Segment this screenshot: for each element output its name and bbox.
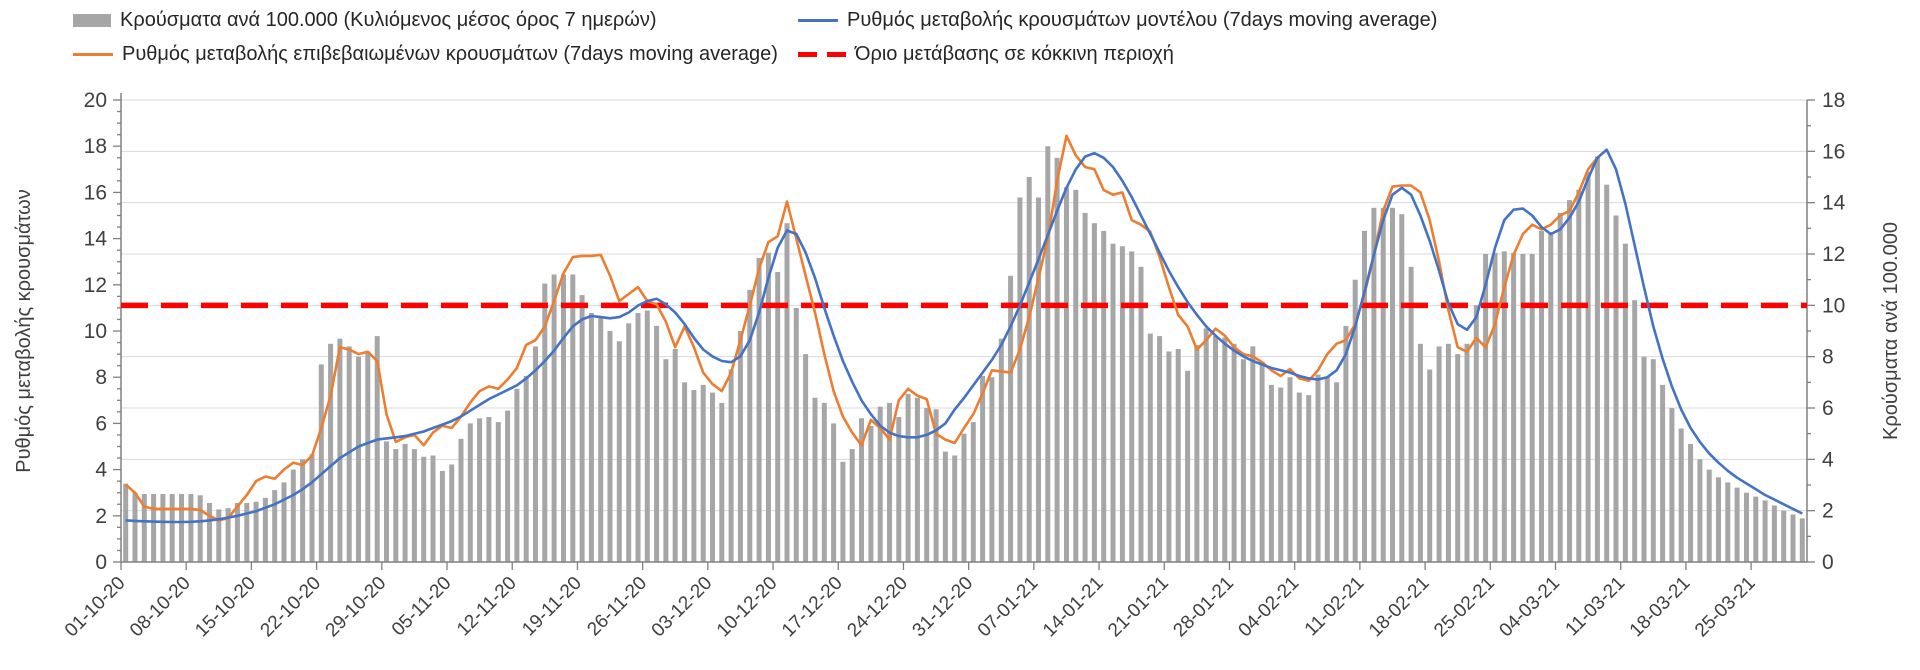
- svg-text:16: 16: [1822, 140, 1845, 163]
- bars-series-cases: [123, 146, 1805, 563]
- legend-label-model-rate: Ρυθμός μεταβολής κρουσμάτων μοντέλου (7d…: [847, 9, 1438, 31]
- svg-text:18-03-21: 18-03-21: [1626, 573, 1695, 642]
- right-axis-title: Κρούσματα ανά 100.000: [1880, 222, 1902, 440]
- svg-text:0: 0: [95, 551, 107, 574]
- svg-text:17-12-20: 17-12-20: [778, 573, 847, 642]
- svg-text:04-03-21: 04-03-21: [1495, 573, 1564, 642]
- svg-text:14: 14: [1822, 192, 1846, 215]
- legend-item-model-rate: Ρυθμός μεταβολής κρουσμάτων μοντέλου (7d…: [798, 9, 1437, 32]
- svg-text:15-10-20: 15-10-20: [191, 573, 260, 642]
- svg-text:05-11-20: 05-11-20: [388, 573, 456, 641]
- svg-text:04-02-21: 04-02-21: [1235, 573, 1304, 642]
- svg-text:0: 0: [1822, 551, 1834, 574]
- orange-line-icon: [73, 53, 113, 56]
- svg-text:26-11-20: 26-11-20: [583, 573, 651, 641]
- svg-text:18-02-21: 18-02-21: [1365, 573, 1434, 642]
- svg-text:4: 4: [1822, 448, 1834, 471]
- svg-text:22-10-20: 22-10-20: [257, 573, 326, 642]
- svg-text:08-10-20: 08-10-20: [126, 573, 195, 642]
- svg-text:12: 12: [84, 274, 107, 297]
- svg-text:31-12-20: 31-12-20: [909, 573, 978, 642]
- svg-text:11-02-21: 11-02-21: [1301, 573, 1369, 641]
- gray-bar-swatch-icon: [73, 14, 111, 27]
- svg-text:12: 12: [1822, 243, 1845, 266]
- blue-line-icon: [798, 19, 838, 22]
- svg-text:19-11-20: 19-11-20: [518, 573, 586, 641]
- svg-text:01-10-20: 01-10-20: [61, 573, 130, 642]
- svg-text:16: 16: [84, 181, 107, 204]
- svg-text:28-01-21: 28-01-21: [1169, 573, 1238, 642]
- legend-item-red-threshold: Όριο μετάβασης σε κόκκινη περιοχή: [798, 43, 1174, 66]
- svg-text:6: 6: [1822, 397, 1834, 420]
- legend-item-cases-bars: Κρούσματα ανά 100.000 (Κυλιόμενος μέσος …: [73, 9, 657, 32]
- svg-text:18: 18: [1822, 89, 1845, 112]
- svg-text:25-02-21: 25-02-21: [1430, 573, 1499, 642]
- svg-text:21-01-21: 21-01-21: [1104, 573, 1173, 642]
- svg-text:10: 10: [1822, 294, 1845, 317]
- line-series: [124, 134, 1803, 524]
- svg-text:10-12-20: 10-12-20: [713, 573, 782, 642]
- svg-text:14: 14: [84, 228, 108, 251]
- axes: [113, 93, 1815, 570]
- svg-text:18: 18: [84, 135, 107, 158]
- legend-label-cases-bars: Κρούσματα ανά 100.000 (Κυλιόμενος μέσος …: [120, 9, 657, 31]
- svg-text:8: 8: [95, 366, 107, 389]
- left-axis-title: Ρυθμός μεταβολής κρουσμάτων: [13, 189, 35, 473]
- svg-text:24-12-20: 24-12-20: [843, 573, 912, 642]
- svg-text:10: 10: [84, 320, 107, 343]
- svg-text:2: 2: [1822, 500, 1834, 523]
- svg-text:11-03-21: 11-03-21: [1562, 573, 1630, 641]
- svg-text:12-11-20: 12-11-20: [453, 573, 521, 641]
- svg-text:14-01-21: 14-01-21: [1039, 573, 1108, 642]
- svg-text:6: 6: [95, 412, 107, 435]
- red-dash-icon: [798, 52, 846, 57]
- svg-text:2: 2: [95, 505, 107, 528]
- svg-text:25-03-21: 25-03-21: [1691, 573, 1760, 642]
- legend-label-confirmed-rate: Ρυθμός μεταβολής επιβεβαιωμένων κρουσμάτ…: [122, 43, 778, 65]
- legend-item-confirmed-rate: Ρυθμός μεταβολής επιβεβαιωμένων κρουσμάτ…: [73, 43, 778, 66]
- svg-text:29-10-20: 29-10-20: [322, 573, 391, 642]
- svg-text:4: 4: [95, 459, 107, 482]
- svg-text:8: 8: [1822, 346, 1834, 369]
- svg-text:20: 20: [84, 89, 107, 112]
- svg-text:07-01-21: 07-01-21: [974, 573, 1043, 642]
- svg-text:03-12-20: 03-12-20: [648, 573, 717, 642]
- legend-label-red-threshold: Όριο μετάβασης σε κόκκινη περιοχή: [855, 43, 1174, 65]
